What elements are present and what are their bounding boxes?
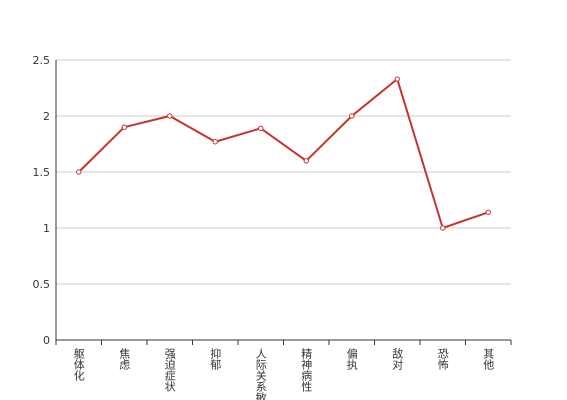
line	[78, 77, 489, 230]
x-tick-label: 焦虑	[118, 348, 131, 370]
point	[303, 158, 309, 164]
y-tick-label: 0.5	[33, 278, 51, 291]
y-tick-label: 1	[43, 222, 50, 235]
y-tick-label: 0	[43, 334, 50, 347]
y-tick-label: 1.5	[33, 166, 51, 179]
point	[212, 139, 218, 145]
x-tick-label: 躯体化	[72, 348, 85, 382]
y-tick-label: 2.5	[33, 54, 51, 67]
point	[349, 113, 355, 119]
y-tick-label: 2	[43, 110, 50, 123]
point	[394, 76, 400, 82]
x-tick-label: 偏执	[345, 347, 358, 371]
x-tick-label: 精神病性	[300, 348, 313, 393]
point	[485, 209, 491, 216]
x-tick-label: 人际关系敏感	[254, 348, 267, 400]
point	[440, 225, 446, 231]
x-tick-label: 抑郁	[209, 347, 222, 370]
x-tick-label: 其他	[482, 348, 495, 370]
x-tick-label: 恐怖	[436, 348, 449, 370]
point	[167, 113, 173, 119]
x-tick-label: 强迫症状	[163, 348, 176, 392]
x-tick-label: 敌对	[391, 347, 404, 370]
point	[76, 169, 82, 175]
point	[258, 125, 264, 132]
point	[121, 124, 127, 130]
